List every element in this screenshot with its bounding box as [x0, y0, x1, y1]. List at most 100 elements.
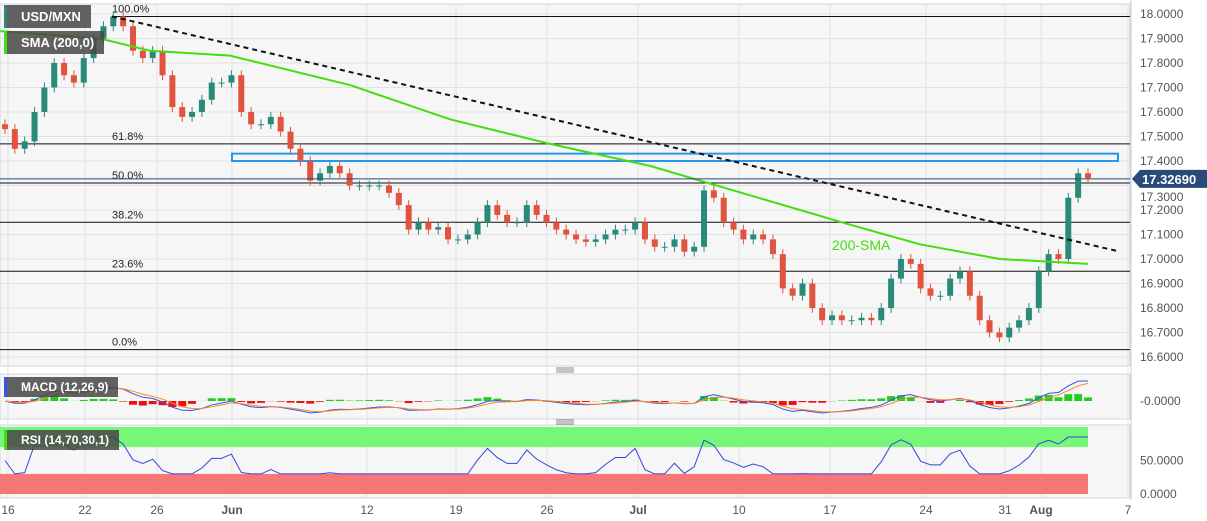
macd-histogram-bar	[375, 399, 384, 401]
candle	[51, 63, 58, 88]
candle	[878, 308, 885, 321]
macd-histogram-bar	[1074, 394, 1083, 401]
candle	[957, 271, 964, 279]
macd-histogram-bar	[985, 401, 994, 405]
candle	[297, 148, 304, 161]
symbol-label: USD/MXN	[4, 5, 91, 28]
macd-histogram-bar	[808, 401, 817, 403]
macd-histogram-bar	[896, 395, 905, 401]
candle	[129, 26, 136, 51]
sma-annotation: 200-SMA	[832, 237, 891, 253]
candle	[70, 75, 77, 83]
fib-level-label: 50.0%	[112, 170, 143, 182]
candle	[1006, 327, 1013, 338]
candle	[159, 50, 166, 76]
rsi-line	[4, 436, 1088, 475]
candle	[395, 192, 402, 206]
candle	[376, 185, 383, 187]
candle	[277, 116, 284, 132]
rsi-tick-label: 0.0000	[1140, 487, 1177, 501]
macd-histogram-bar	[965, 401, 974, 403]
candle	[769, 239, 776, 255]
candle	[1055, 254, 1062, 259]
y-tick-label: 17.6000	[1140, 105, 1184, 119]
macd-histogram-bar	[1054, 397, 1063, 401]
candle	[41, 87, 48, 112]
macd-histogram-bar	[89, 398, 98, 401]
candle	[858, 317, 865, 321]
candle	[691, 246, 698, 252]
candle	[464, 234, 471, 240]
candle	[110, 16, 117, 27]
x-tick-label: 19	[449, 503, 463, 517]
candle	[996, 332, 1003, 338]
macd-histogram-bar	[306, 401, 315, 404]
candle	[632, 222, 639, 230]
candle	[385, 185, 392, 193]
macd-histogram-bar	[227, 398, 236, 401]
candle	[21, 141, 28, 149]
candle	[1025, 308, 1032, 321]
x-tick-label: Aug	[1029, 503, 1052, 517]
x-tick-label: Jun	[221, 503, 242, 517]
candle	[622, 229, 629, 231]
candle	[218, 82, 225, 84]
macd-histogram-bar	[709, 396, 718, 401]
macd-histogram-bar	[384, 400, 393, 401]
x-tick-label: 22	[78, 503, 92, 517]
candle	[553, 222, 560, 230]
candle	[917, 263, 924, 289]
candle	[1085, 173, 1091, 179]
macd-histogram-bar	[99, 398, 108, 401]
macd-histogram-bar	[188, 401, 197, 404]
candle	[454, 239, 461, 241]
candle	[445, 227, 452, 240]
y-tick-label: 17.8000	[1140, 56, 1184, 70]
rsi-overbought-zone	[0, 427, 1088, 448]
candle	[179, 107, 186, 117]
fib-level-label: 100.0%	[112, 3, 150, 15]
candle	[681, 239, 688, 252]
candle	[1075, 173, 1082, 198]
macd-histogram-bar	[798, 401, 807, 403]
macd-histogram-bar	[1064, 394, 1073, 401]
candle	[149, 50, 156, 59]
trendline	[111, 15, 1121, 253]
candle	[317, 173, 324, 181]
candle	[425, 222, 432, 230]
candle	[720, 197, 727, 223]
fib-level-label: 61.8%	[112, 131, 143, 143]
macd-histogram-bar	[906, 397, 915, 401]
x-tick-label: 26	[540, 503, 554, 517]
x-tick-label: 7	[1125, 503, 1132, 517]
macd-histogram-bar	[700, 396, 709, 401]
macd-histogram-bar	[887, 396, 896, 401]
macd-histogram-bar	[119, 401, 128, 402]
candle	[494, 205, 501, 215]
macd-histogram-bar	[562, 401, 571, 403]
candle	[868, 317, 875, 321]
macd-histogram-bar	[50, 395, 59, 401]
candle	[513, 222, 520, 224]
candle	[799, 283, 806, 296]
candle	[1065, 197, 1072, 259]
macd-histogram-bar	[128, 401, 137, 405]
macd-panel	[0, 373, 1131, 420]
macd-histogram-bar	[286, 401, 295, 403]
y-tick-label: 17.5000	[1140, 130, 1184, 144]
last-price-badge	[1132, 169, 1207, 188]
candle	[287, 131, 294, 149]
signal-line	[4, 382, 1089, 413]
macd-histogram-bar	[768, 401, 777, 404]
fib-level-label: 23.6%	[112, 258, 143, 270]
last-price-label: 17.32690	[1142, 172, 1196, 187]
candle	[504, 214, 511, 223]
candle	[326, 165, 333, 174]
macd-histogram-bar	[178, 401, 187, 407]
macd-histogram-bar	[237, 401, 246, 402]
rsi-oversold-zone	[0, 473, 1088, 494]
y-tick-label: 17.1000	[1140, 228, 1184, 242]
y-tick-label: 17.3000	[1140, 190, 1184, 204]
